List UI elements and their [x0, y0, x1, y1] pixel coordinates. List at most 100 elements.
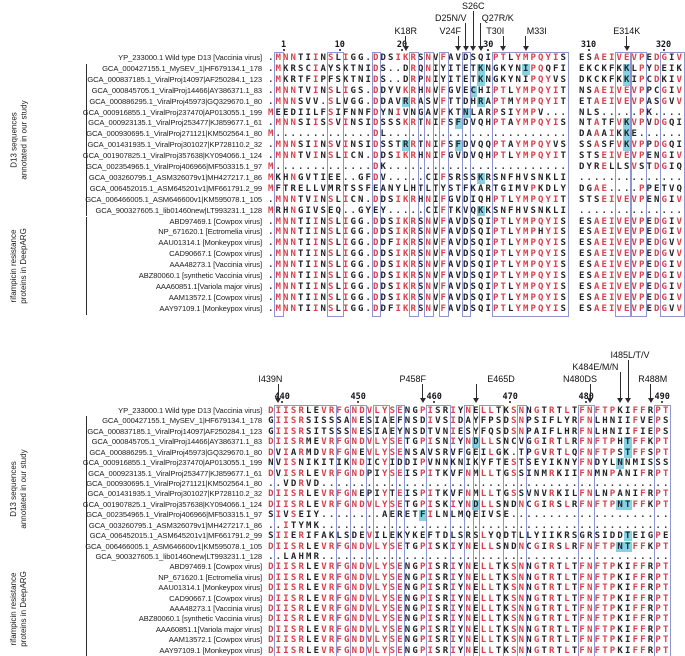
residue: K [403, 260, 409, 271]
residue: V [616, 118, 622, 129]
residue: Q [538, 53, 544, 63]
residue: V [321, 614, 327, 625]
residue: . [526, 551, 532, 562]
residue: D [617, 531, 623, 541]
residue: F [579, 614, 585, 625]
residue: G [350, 96, 356, 107]
residue: R [549, 406, 555, 416]
residue: P [655, 614, 661, 625]
residue: A [478, 107, 484, 118]
residue: I [275, 499, 282, 510]
residue: . [381, 520, 388, 531]
residue: P [419, 406, 426, 416]
residue: I [433, 63, 439, 74]
residue: I [320, 172, 326, 183]
residue: N [283, 53, 289, 63]
residue: . [508, 162, 514, 172]
residue: E [389, 510, 395, 521]
residue: N [351, 426, 358, 437]
residue: . [495, 551, 502, 562]
residue: G [344, 614, 350, 625]
residue: M [275, 216, 281, 227]
residue: P [530, 118, 536, 129]
residue: E [397, 645, 403, 656]
residue: L [508, 249, 514, 260]
residue: . [556, 478, 563, 489]
residue: . [594, 551, 601, 562]
residue: N [404, 406, 411, 416]
residue: . [511, 447, 517, 458]
residue: N [579, 85, 585, 96]
ruler-tick-dot [357, 401, 360, 403]
residue: N [283, 271, 289, 281]
residue: F [579, 604, 585, 614]
residue: G [418, 107, 424, 118]
residue: Y [328, 63, 334, 74]
residue: S [366, 416, 373, 427]
residue: I [609, 216, 615, 227]
residue: F [579, 624, 585, 635]
residue: F [579, 541, 585, 552]
sequence-label: AAY97109.1 [Monkeypox virus] [159, 303, 262, 313]
residue: E [654, 183, 660, 194]
residue: G [661, 216, 667, 227]
residue: D [463, 271, 469, 281]
residue: F [640, 624, 646, 635]
residue: F [579, 489, 585, 500]
residue: L [553, 183, 559, 194]
residue: . [442, 520, 449, 531]
residue: . [440, 162, 446, 172]
residue-highlight: D [472, 499, 480, 511]
residue: G [495, 447, 502, 458]
residue: F [440, 107, 446, 118]
residue: A [594, 85, 600, 96]
residue: D [268, 468, 274, 479]
residue: I [313, 74, 319, 85]
residue: D [463, 96, 469, 107]
residue: M [275, 303, 281, 314]
residue: N [587, 437, 593, 448]
residue: . [418, 162, 424, 172]
residue: P [609, 562, 616, 573]
residue: R [442, 614, 449, 625]
residue: K [661, 74, 667, 85]
residue: . [560, 107, 566, 118]
residue: Q [478, 194, 484, 205]
residue: . [661, 129, 667, 140]
residue: L [450, 531, 456, 541]
mutation-annotation: S26C [462, 1, 485, 11]
residue: D [380, 53, 386, 63]
residue: E [624, 96, 630, 107]
residue: Q [571, 447, 578, 458]
residue: E [601, 216, 607, 227]
residue: T [556, 604, 563, 614]
residue: V [631, 162, 637, 172]
sequence-label: GCA_003260795.1_ASM326079v1|MH427217.1_8… [88, 172, 262, 182]
residue: K [586, 74, 592, 85]
residue: I [283, 406, 289, 416]
residue: M [541, 468, 547, 479]
residue: . [298, 162, 304, 172]
residue: Y [381, 593, 388, 604]
residue: L [488, 406, 494, 416]
residue: T [586, 118, 592, 129]
residue: T [662, 406, 669, 416]
residue: Y [381, 489, 388, 500]
residue: R [549, 635, 555, 646]
residue: P [609, 447, 616, 458]
residue: I [305, 303, 311, 314]
mutation-annotation: I439N [258, 374, 283, 384]
residue: I [395, 271, 401, 281]
residue: R [549, 468, 555, 479]
residue: E [646, 151, 652, 162]
residue: T [541, 614, 547, 625]
residue: R [328, 406, 335, 416]
residue: Y [395, 183, 401, 194]
residue: . [328, 520, 335, 531]
residue: V [366, 604, 373, 614]
